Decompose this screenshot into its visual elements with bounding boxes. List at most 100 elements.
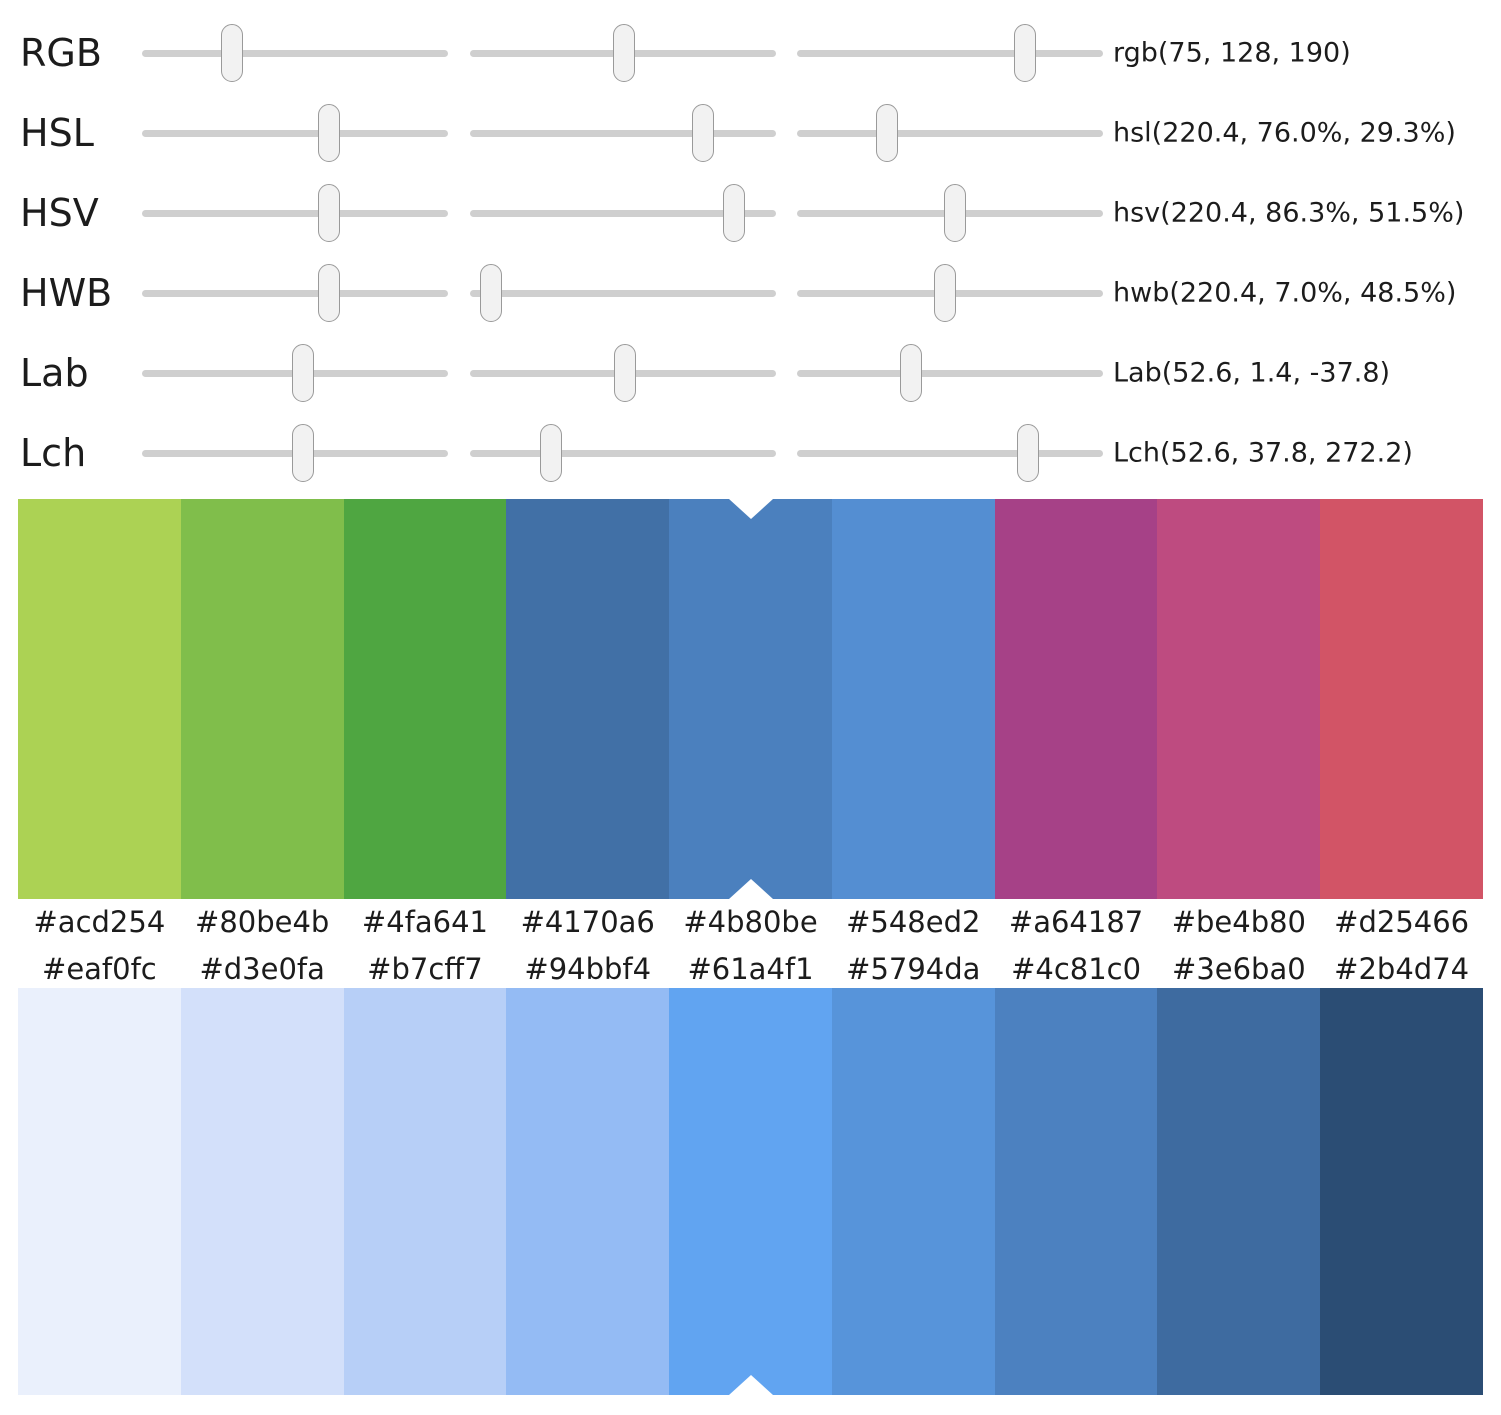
- slider-value-rgb: rgb(75, 128, 190): [1113, 37, 1351, 69]
- color-swatch[interactable]: [669, 499, 832, 899]
- slider-thumb[interactable]: [691, 104, 714, 162]
- color-swatch[interactable]: [180, 988, 344, 1395]
- slider-thumb[interactable]: [318, 264, 341, 322]
- slider-thumb[interactable]: [934, 264, 957, 322]
- color-swatch[interactable]: [1157, 988, 1321, 1395]
- slider-hsl-lightness[interactable]: [797, 93, 1103, 173]
- slider-lch-hue[interactable]: [797, 413, 1103, 493]
- color-swatch[interactable]: [506, 499, 670, 899]
- swatch-hex-label: #548ed2: [846, 905, 981, 939]
- slider-hwb-whiteness[interactable]: [470, 253, 776, 333]
- slider-thumb[interactable]: [291, 344, 314, 402]
- slider-thumb[interactable]: [220, 24, 243, 82]
- slider-rgb-red[interactable]: [142, 13, 448, 93]
- swatch-hex-label: #d25466: [1334, 905, 1470, 939]
- swatch-hex-label: #acd254: [33, 905, 166, 939]
- color-swatch[interactable]: [343, 988, 507, 1395]
- palette-top[interactable]: [18, 499, 1484, 899]
- slider-thumb[interactable]: [613, 344, 636, 402]
- slider-thumb[interactable]: [723, 184, 746, 242]
- swatch-hex-label: #94bbf4: [524, 952, 652, 986]
- color-swatch[interactable]: [831, 988, 995, 1395]
- slider-lab-b-axis[interactable]: [797, 333, 1103, 413]
- palette-top-hex-labels: #acd254 #80be4b #4fa641 #4170a6 #4b80be #548e…: [18, 908, 1483, 937]
- slider-thumb[interactable]: [318, 104, 341, 162]
- slider-track[interactable]: [470, 209, 776, 217]
- swatch-hex-label: #2b4d74: [1334, 952, 1470, 986]
- slider-row-lch: Lch Lch(52.6, 37.8, 272.2): [0, 413, 1501, 493]
- swatch-hex-label: #4fa641: [361, 905, 488, 939]
- slider-thumb[interactable]: [612, 24, 635, 82]
- slider-lch-lightness[interactable]: [142, 413, 448, 493]
- slider-thumb[interactable]: [539, 424, 562, 482]
- swatch-hex-label: #4170a6: [520, 905, 655, 939]
- slider-track[interactable]: [142, 209, 448, 217]
- slider-row-lab: Lab Lab(52.6, 1.4, -37.8): [0, 333, 1501, 413]
- slider-track[interactable]: [797, 369, 1103, 377]
- slider-thumb[interactable]: [899, 344, 922, 402]
- slider-lab-a-axis[interactable]: [470, 333, 776, 413]
- swatch-hex-label: #be4b80: [1171, 905, 1307, 939]
- color-swatch[interactable]: [994, 988, 1158, 1395]
- selected-swatch-marker-icon: [728, 1375, 773, 1395]
- row-label-hsv: HSV: [20, 191, 99, 235]
- slider-value-lab: Lab(52.6, 1.4, -37.8): [1113, 357, 1391, 389]
- row-label-lab: Lab: [20, 351, 89, 395]
- slider-hsl-saturation[interactable]: [470, 93, 776, 173]
- slider-rgb-blue[interactable]: [797, 13, 1103, 93]
- slider-track[interactable]: [470, 129, 776, 137]
- color-swatch[interactable]: [831, 499, 995, 899]
- slider-track[interactable]: [142, 289, 448, 297]
- slider-thumb[interactable]: [1017, 424, 1040, 482]
- slider-value-hsv: hsv(220.4, 86.3%, 51.5%): [1113, 197, 1465, 229]
- swatch-hex-label: #d3e0fa: [199, 952, 325, 986]
- slider-thumb[interactable]: [1013, 24, 1036, 82]
- slider-rgb-green[interactable]: [470, 13, 776, 93]
- slider-row-hwb: HWB hwb(220.4, 7.0%, 48.5%): [0, 253, 1501, 333]
- slider-thumb[interactable]: [291, 424, 314, 482]
- color-swatch[interactable]: [343, 499, 507, 899]
- slider-thumb[interactable]: [480, 264, 503, 322]
- row-label-lch: Lch: [20, 431, 87, 475]
- slider-track[interactable]: [470, 449, 776, 457]
- slider-row-rgb: RGB rgb(75, 128, 190): [0, 13, 1501, 93]
- swatch-hex-label: #5794da: [846, 952, 981, 986]
- slider-lab-lightness[interactable]: [142, 333, 448, 413]
- slider-thumb[interactable]: [875, 104, 898, 162]
- slider-track[interactable]: [142, 129, 448, 137]
- selected-swatch-marker-icon: [728, 879, 773, 899]
- slider-hsv-saturation[interactable]: [470, 173, 776, 253]
- color-swatch[interactable]: [1157, 499, 1321, 899]
- slider-hsl-hue[interactable]: [142, 93, 448, 173]
- color-swatch[interactable]: [18, 499, 181, 899]
- slider-value-lch: Lch(52.6, 37.8, 272.2): [1113, 437, 1413, 469]
- slider-hwb-blackness[interactable]: [797, 253, 1103, 333]
- swatch-hex-label: #4c81c0: [1011, 952, 1142, 986]
- slider-track[interactable]: [797, 129, 1103, 137]
- palette-bottom[interactable]: [18, 988, 1484, 1395]
- color-swatch[interactable]: [1320, 499, 1484, 899]
- color-swatch[interactable]: [506, 988, 670, 1395]
- color-swatch[interactable]: [1320, 988, 1484, 1395]
- swatch-hex-label: #3e6ba0: [1172, 952, 1306, 986]
- slider-thumb[interactable]: [318, 184, 341, 242]
- row-label-hwb: HWB: [20, 271, 113, 315]
- color-swatch[interactable]: [669, 988, 832, 1395]
- slider-thumb[interactable]: [943, 184, 966, 242]
- swatch-hex-label: #4b80be: [683, 905, 818, 939]
- color-swatch[interactable]: [994, 499, 1158, 899]
- slider-track[interactable]: [470, 289, 776, 297]
- slider-track[interactable]: [797, 49, 1103, 57]
- palette-bottom-hex-labels: #eaf0fc #d3e0fa #b7cff7 #94bbf4 #61a4f1 #5794…: [18, 955, 1483, 984]
- row-label-rgb: RGB: [20, 31, 102, 75]
- slider-track[interactable]: [797, 449, 1103, 457]
- slider-hwb-hue[interactable]: [142, 253, 448, 333]
- swatch-hex-label: #80be4b: [195, 905, 330, 939]
- slider-hsv-hue[interactable]: [142, 173, 448, 253]
- color-swatch[interactable]: [18, 988, 181, 1395]
- slider-track[interactable]: [142, 49, 448, 57]
- slider-lch-chroma[interactable]: [470, 413, 776, 493]
- color-swatch[interactable]: [180, 499, 344, 899]
- slider-hsv-value[interactable]: [797, 173, 1103, 253]
- slider-value-hwb: hwb(220.4, 7.0%, 48.5%): [1113, 277, 1457, 309]
